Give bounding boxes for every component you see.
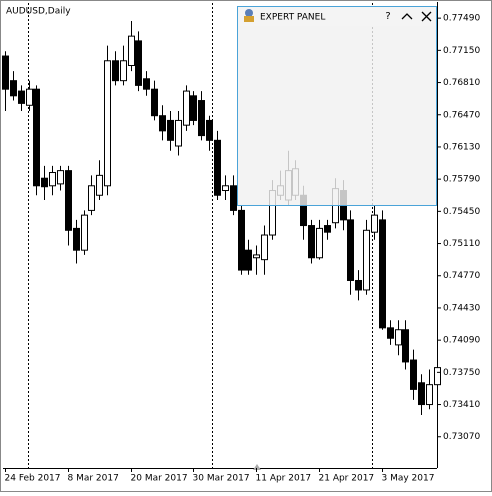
y-tick-label: 0.76810 (443, 78, 480, 88)
candle-body (167, 119, 174, 141)
y-tick-label: 0.73070 (443, 432, 480, 442)
candle-body (10, 80, 17, 97)
y-tick-label: 0.73410 (443, 400, 480, 410)
candle-body (434, 367, 441, 386)
y-tick-label: 0.75450 (443, 207, 480, 217)
candle-body (190, 95, 197, 121)
y-tick-label: 0.76470 (443, 110, 480, 120)
panel-window (237, 6, 437, 206)
candle-body (410, 359, 417, 390)
y-tick-label: 0.76130 (443, 142, 480, 152)
candle-body (426, 384, 433, 406)
candle-body (18, 90, 25, 104)
candle-body (81, 214, 88, 251)
candle-body (418, 382, 425, 406)
candle-body (308, 225, 315, 259)
x-tick-label: 30 Mar 2017 (193, 474, 250, 484)
candle-body (261, 234, 268, 261)
x-tick-label: 24 Feb 2017 (5, 474, 61, 484)
candle-body (253, 254, 260, 259)
candle-body (230, 185, 237, 211)
candle-body (73, 227, 80, 251)
y-tick-label: 0.75110 (443, 239, 480, 249)
candle-body (316, 227, 323, 259)
candle-body (96, 174, 103, 196)
candle-body (222, 185, 229, 192)
candle-body (88, 185, 95, 211)
y-tick-label: 0.75790 (443, 175, 480, 185)
candle-body (104, 60, 111, 187)
candle-body (198, 100, 205, 137)
y-tick-label: 0.77150 (443, 46, 480, 56)
candle-body (379, 219, 386, 329)
candle-body (238, 209, 245, 271)
chart-title: AUDUSD,Daily (6, 7, 71, 17)
candle-body (112, 60, 119, 82)
candle-body (371, 214, 378, 233)
candle-body (120, 60, 127, 82)
scroll-marker (253, 464, 261, 470)
close-button[interactable] (421, 11, 432, 22)
candle-body (214, 139, 221, 196)
y-tick-label: 0.74090 (443, 336, 480, 346)
candle-body (41, 177, 48, 188)
x-tick-label: 8 Mar 2017 (68, 474, 119, 484)
candle-body (159, 115, 166, 132)
candle-body (175, 119, 182, 147)
candle-body (324, 225, 331, 233)
candle-body (395, 329, 402, 346)
candle-body (49, 172, 56, 187)
x-tick-label: 3 May 2017 (382, 474, 435, 484)
candle-body (363, 229, 370, 291)
y-tick-label: 0.74430 (443, 303, 480, 313)
x-tick-label: 11 Apr 2017 (256, 474, 312, 484)
panel-titlebar (238, 7, 436, 26)
candle-body (206, 119, 213, 141)
minimize-button[interactable] (401, 13, 413, 20)
panel-icon (244, 9, 254, 22)
y-tick-label: 0.77490 (443, 14, 480, 24)
candle-body (26, 88, 33, 106)
candle-body (143, 78, 150, 90)
candle-body (151, 88, 158, 117)
y-tick-label: 0.74770 (443, 271, 480, 281)
candle-body (347, 219, 354, 281)
candle-body (355, 279, 362, 291)
candle-body (245, 249, 252, 271)
x-tick-label: 20 Mar 2017 (131, 474, 188, 484)
expert-panel: EXPERT PANEL ? (237, 6, 437, 206)
candle-body (387, 327, 394, 339)
candle-body (402, 329, 409, 363)
panel-title: EXPERT PANEL (260, 13, 325, 23)
y-tick-label: 0.73750 (443, 368, 480, 378)
candle-body (33, 88, 40, 187)
candle-body (65, 170, 72, 231)
help-button[interactable]: ? (385, 11, 390, 22)
candle-body (135, 40, 142, 86)
candle-body (183, 90, 190, 126)
candle-body (2, 55, 9, 90)
candle-body (128, 35, 135, 67)
x-tick-label: 21 Apr 2017 (319, 474, 375, 484)
candle-body (57, 170, 64, 185)
